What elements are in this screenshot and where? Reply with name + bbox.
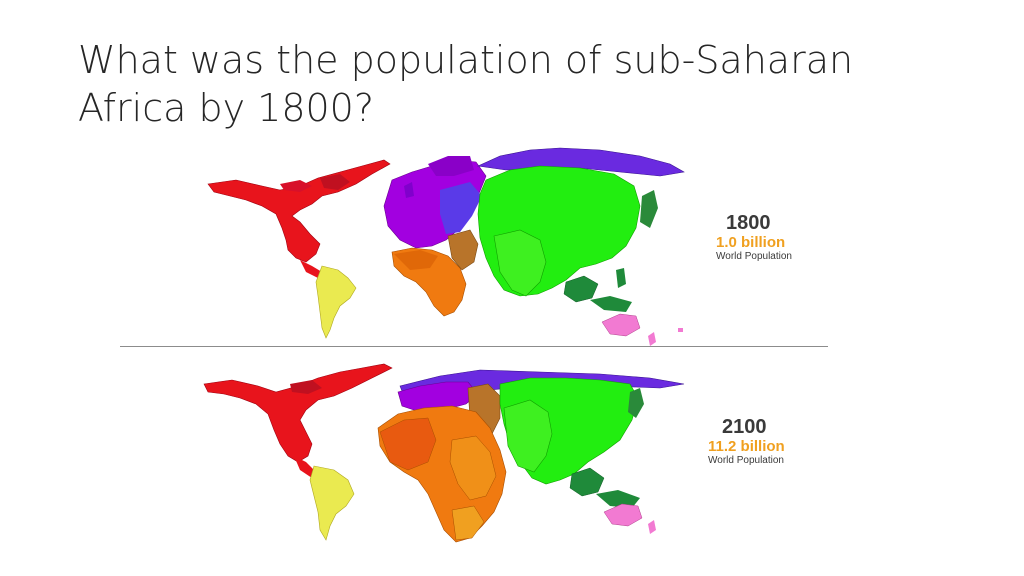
cartogram-2100 <box>203 363 685 543</box>
south-america-2100 <box>309 465 355 541</box>
uk-1800 <box>404 182 414 198</box>
cartogram-1800 <box>207 147 685 346</box>
south-america-1800 <box>315 265 357 339</box>
legend-label: World Population <box>708 455 784 466</box>
title-line-1: What was the population of sub-Saharan <box>78 38 854 82</box>
legend-population: 1.0 billion <box>716 234 786 251</box>
new-zealand-2100 <box>648 520 656 534</box>
legend-1800: 1800 1.0 billion World Population <box>716 212 792 263</box>
north-america-1800 <box>207 159 391 263</box>
indonesia-2100 <box>596 490 640 508</box>
greenland-1800 <box>320 174 350 190</box>
oceania-1800 <box>601 313 641 337</box>
southeast-asia-1800 <box>563 275 599 303</box>
north-africa-1800 <box>394 250 438 270</box>
new-zealand-1800 <box>648 332 656 346</box>
north-america-2100 <box>203 363 393 463</box>
legend-population: 11.2 billion <box>708 438 785 455</box>
title-line-2: Africa by 1800? <box>78 86 375 130</box>
east-africa-2100 <box>449 435 497 501</box>
oceania-2100 <box>603 503 643 527</box>
eastern-europe-1800 <box>440 182 482 234</box>
legend-year: 1800 <box>726 212 771 234</box>
philippines-1800 <box>616 268 626 288</box>
legend-label: World Population <box>716 251 792 262</box>
canada-islands-2100 <box>290 380 322 394</box>
canada-islands-1800 <box>280 180 312 192</box>
japan-2100 <box>628 388 644 418</box>
asia-1800 <box>477 165 641 297</box>
central-america-1800 <box>300 260 322 278</box>
legend-2100: 2100 11.2 billion World Population <box>708 416 785 467</box>
central-america-2100 <box>294 456 316 478</box>
west-africa-2100 <box>379 417 437 471</box>
southeast-asia-2100 <box>569 467 605 497</box>
middle-east-1800 <box>447 229 479 271</box>
pacific-islands-1800 <box>678 328 683 332</box>
japan-1800 <box>640 190 658 228</box>
divider-line <box>120 346 828 347</box>
india-2100 <box>503 399 553 473</box>
india-1800 <box>493 229 547 297</box>
slide-title: What was the population of sub-Saharan A… <box>78 36 958 132</box>
scandinavia-1800 <box>428 156 474 176</box>
south-africa-2100 <box>451 505 485 541</box>
indonesia-1800 <box>590 296 632 312</box>
legend-year: 2100 <box>722 416 767 438</box>
